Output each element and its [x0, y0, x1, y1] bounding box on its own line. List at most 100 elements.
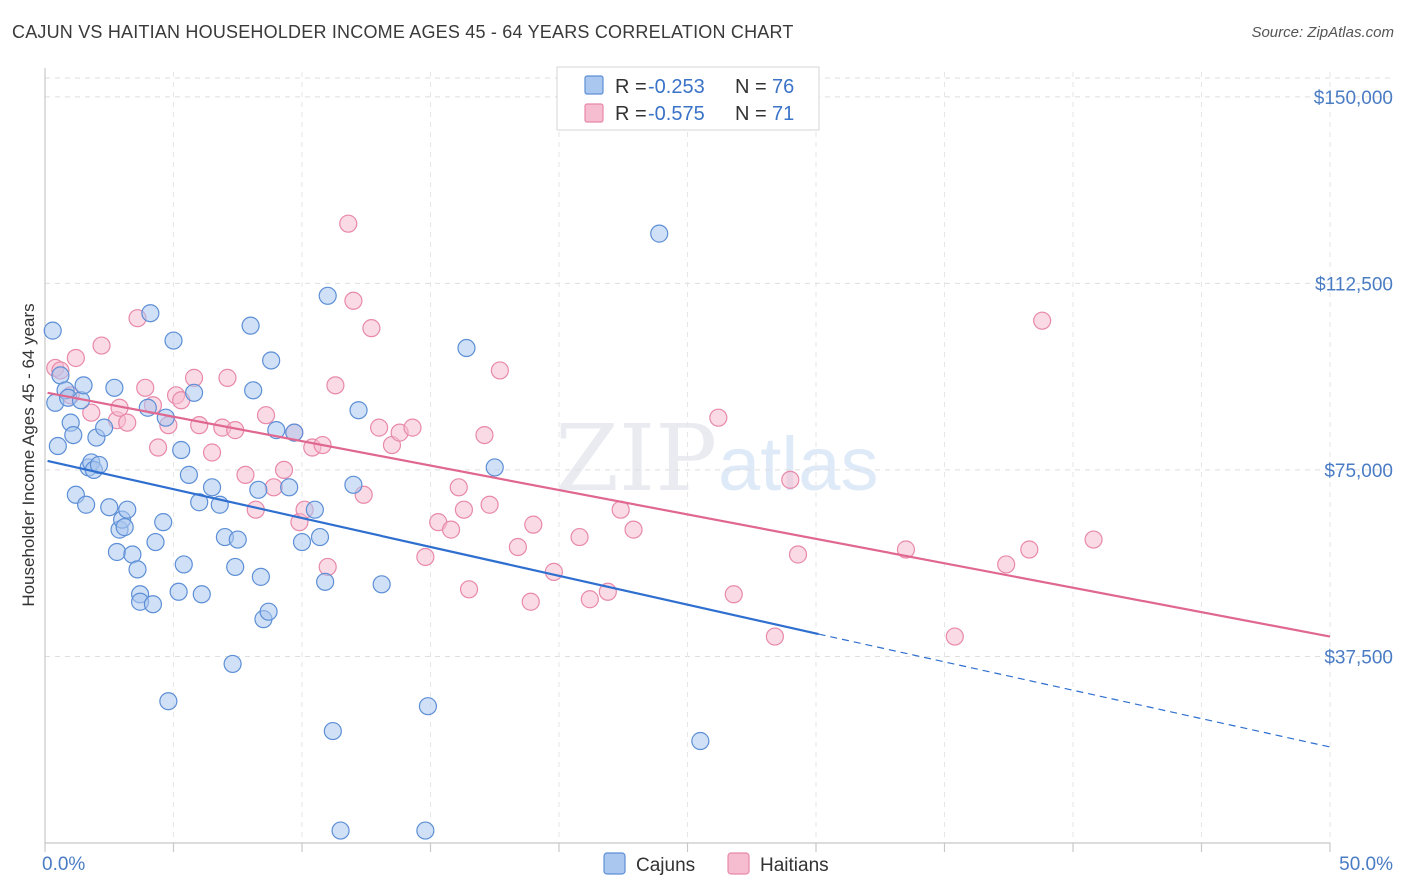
haitians-point-32: [318, 557, 337, 577]
cajuns-point-59: [285, 423, 304, 442]
cajuns-point-61: [305, 500, 324, 519]
y-tick-label-3: $150,000: [1314, 88, 1393, 109]
cajuns-point-69: [372, 575, 391, 594]
haitians-point-61: [724, 585, 743, 604]
y-tick-label-2: $112,500: [1315, 274, 1393, 295]
cajuns-point-51: [244, 381, 263, 400]
cajuns-point-43: [192, 585, 211, 604]
cajuns-point-72: [457, 338, 476, 358]
cajuns-point-17: [95, 418, 114, 437]
cajuns-point-63: [316, 572, 335, 591]
haitians-point-60: [709, 408, 728, 427]
legend-row-cajuns: R = -0.253 N = 76: [584, 75, 794, 98]
cajuns-point-38: [172, 440, 191, 460]
legend-bottom-label-cajuns: Cajuns: [636, 855, 695, 876]
haitians-point-70: [1084, 530, 1103, 549]
haitians-point-50: [490, 361, 509, 380]
trend-lines: [47, 391, 1331, 748]
cajuns-point-10: [74, 376, 93, 395]
tick-labels: $37,500 $75,000 $112,500 $150,000 0.0% 50.0%: [42, 88, 1393, 875]
watermark-atlas: atlas: [718, 422, 879, 507]
haitians-point-37: [362, 319, 381, 338]
legend-n-label-cajuns: N =: [735, 76, 767, 98]
cajuns-trend-line: [47, 459, 819, 636]
cajuns-point-75: [691, 731, 710, 751]
cajuns-point-52: [249, 480, 268, 499]
haitians-trend-line: [47, 391, 1331, 638]
cajuns-point-19: [105, 378, 124, 397]
cajuns-point-37: [169, 582, 188, 601]
cajuns-trend-extension: [818, 633, 1331, 748]
cajuns-point-11: [77, 495, 96, 514]
legend-r-label-haitians: R =: [615, 103, 647, 125]
legend-n-label-haitians: N =: [735, 103, 767, 125]
cajuns-point-56: [262, 351, 281, 370]
cajuns-point-62: [310, 527, 330, 547]
cajuns-point-39: [174, 555, 193, 574]
haitians-point-38: [370, 418, 389, 437]
cajuns-point-44: [202, 478, 222, 497]
haitians-point-48: [475, 425, 494, 445]
watermark-zip: ZIP: [555, 405, 717, 512]
cajuns-point-7: [64, 425, 83, 445]
haitians-point-4: [82, 403, 101, 422]
cajuns-point-24: [118, 500, 137, 519]
haitians-point-25: [264, 478, 283, 497]
haitians-point-22: [236, 465, 255, 484]
haitians-point-69: [1033, 311, 1052, 330]
cajuns-point-48: [226, 557, 245, 577]
haitians-point-42: [416, 547, 435, 567]
legend-r-value-haitians: -0.575: [648, 103, 705, 125]
haitians-point-20: [218, 368, 237, 387]
cajuns-point-74: [650, 224, 669, 243]
cajuns-point-50: [241, 316, 260, 335]
cajuns-point-47: [223, 654, 242, 674]
legend-top: R = -0.253 N = 76 R = -0.575 N = 71: [556, 66, 820, 131]
legend-row-haitians: R = -0.575 N = 71: [584, 103, 794, 125]
cajuns-point-55: [259, 602, 278, 621]
haitians-point-64: [788, 545, 808, 564]
haitians-point-8: [118, 413, 137, 432]
haitians-point-10: [136, 378, 155, 397]
haitians-point-51: [508, 537, 527, 557]
haitians-point-63: [781, 470, 800, 489]
cajuns-point-58: [280, 478, 299, 497]
cajuns-point-35: [159, 692, 178, 711]
haitians-point-26: [274, 460, 294, 480]
legend-bottom-swatch-haitians: [727, 852, 750, 875]
cajuns-point-18: [100, 498, 119, 517]
haitians-point-54: [544, 562, 563, 581]
haitians-point-65: [896, 540, 916, 559]
haitians-point-46: [454, 500, 474, 519]
cajuns-point-26: [128, 560, 147, 579]
cajuns-point-53: [251, 567, 270, 586]
x-tick-label-start: 0.0%: [42, 854, 85, 875]
haitians-point-47: [459, 580, 479, 599]
cajuns-point-41: [184, 383, 204, 402]
legend-bottom-label-haitians: Haitians: [760, 855, 829, 876]
haitians-point-68: [1020, 540, 1039, 559]
y-tick-label-0: $37,500: [1324, 647, 1393, 668]
haitians-point-18: [202, 443, 222, 462]
axes: [44, 68, 1331, 852]
cajuns-point-64: [318, 286, 337, 305]
cajuns-point-36: [164, 331, 183, 350]
cajuns-point-66: [331, 821, 350, 840]
cajuns-point-71: [418, 697, 438, 716]
cajuns-point-68: [349, 401, 368, 420]
cajuns-point-33: [154, 513, 173, 532]
haitians-point-5: [92, 336, 111, 355]
haitians-point-33: [326, 376, 345, 395]
legend-r-label-cajuns: R =: [615, 76, 647, 98]
cajuns-point-32: [146, 532, 165, 552]
chart-source: Source: ZipAtlas.com: [1251, 24, 1394, 41]
cajuns-point-34: [156, 408, 175, 427]
haitians-point-17: [190, 416, 209, 435]
legend-n-value-cajuns: 76: [772, 76, 794, 98]
haitians-point-59: [624, 520, 643, 539]
haitians-point-34: [339, 214, 358, 233]
haitians-point-66: [945, 627, 964, 646]
legend-swatch-cajuns: [584, 75, 604, 95]
cajuns-point-70: [416, 821, 435, 840]
cajuns-point-31: [143, 595, 163, 614]
